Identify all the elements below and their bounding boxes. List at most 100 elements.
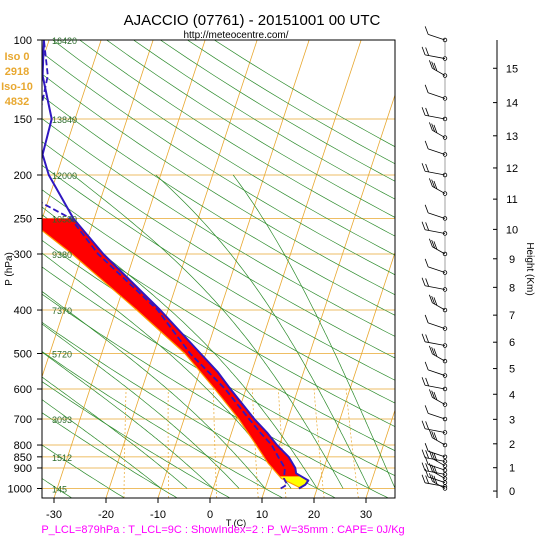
isotherm-line	[418, 40, 540, 498]
pressure-tick-label: 150	[14, 114, 32, 126]
wind-barb-flag	[422, 463, 425, 471]
level-height-label: 5720	[52, 349, 72, 359]
wind-barb	[428, 213, 445, 219]
wind-barb	[428, 413, 445, 419]
wind-barb-flag	[426, 164, 429, 172]
wind-barb	[425, 429, 445, 433]
wind-barb	[425, 230, 445, 234]
wind-dot	[443, 271, 447, 275]
iso0-value: 2918	[5, 66, 29, 78]
wind-barb-flag	[422, 222, 425, 230]
wind-barb-flag	[422, 107, 425, 115]
level-height-label: 145	[52, 484, 67, 494]
level-height-label: 7370	[52, 306, 72, 316]
wind-dot	[443, 487, 447, 491]
wind-barb-flag	[422, 377, 425, 385]
level-height-label: 13840	[52, 115, 77, 125]
wind-barb-flag	[426, 48, 429, 56]
wind-barb-flag	[422, 334, 425, 342]
wind-barb-flag	[422, 47, 425, 55]
height-tick-label: 1	[509, 463, 515, 475]
wind-barb	[428, 34, 445, 40]
pressure-tick-label: 100	[14, 35, 32, 47]
wind-dot	[443, 417, 447, 421]
wind-dot	[443, 468, 447, 472]
info-box: Iso 0 2918 Iso-10 4832	[1, 51, 33, 108]
wind-barb	[425, 385, 445, 389]
wind-dot	[443, 455, 447, 459]
wind-profile	[422, 26, 447, 490]
temperature-tick-label: 0	[207, 509, 213, 521]
wind-barb	[425, 55, 445, 59]
height-tick-label: 5	[509, 364, 515, 376]
wind-barb	[425, 342, 445, 346]
wind-barb-flag	[425, 362, 428, 370]
wind-barb-flag	[425, 315, 428, 323]
y-axis-label: P (hPa)	[4, 252, 15, 286]
pressure-tick-label: 700	[14, 414, 32, 426]
wind-dot	[443, 477, 447, 481]
height-tick-label: 10	[506, 224, 518, 236]
wind-barb-flag	[425, 405, 428, 413]
temperature-tick-label: -20	[98, 509, 114, 521]
height-tick-label: 12	[506, 163, 518, 175]
wind-barb-flag	[426, 378, 429, 386]
wind-barb-flag	[426, 421, 429, 429]
wind-barb	[425, 171, 445, 175]
wind-barb	[425, 483, 445, 487]
footer-text: P_LCL=879hPa : T_LCL=9C : ShowIndex=2 : …	[41, 524, 404, 536]
wind-barb-flag	[425, 259, 428, 267]
wind-barb-flag	[425, 205, 428, 213]
height-tick-label: 11	[506, 194, 517, 206]
pressure-tick-label: 250	[14, 213, 32, 225]
wind-barb	[428, 323, 445, 329]
pressure-tick-label: 900	[14, 463, 32, 475]
height-tick-label: 4	[509, 389, 515, 401]
level-height-label: 16420	[52, 36, 77, 46]
wind-barb-flag	[426, 222, 429, 230]
chart-subtitle: http://meteocentre.com/	[183, 30, 288, 41]
wind-barb	[425, 458, 445, 462]
pressure-tick-label: 300	[14, 249, 32, 261]
wind-barb-flag	[422, 450, 425, 458]
height-tick-label: 13	[506, 131, 518, 143]
height-tick-label: 14	[506, 98, 518, 110]
height-tick-label: 2	[509, 439, 515, 451]
wind-barb	[425, 115, 445, 119]
level-height-label: 12000	[52, 171, 77, 181]
wind-barb-flag	[425, 443, 428, 451]
wind-dot	[443, 464, 447, 468]
height-axis-label: Height (Km)	[524, 242, 535, 295]
wind-barb-flag	[422, 163, 425, 171]
wind-barb	[425, 286, 445, 290]
pressure-tick-label: 200	[14, 170, 32, 182]
height-tick-label: 9	[509, 254, 515, 266]
height-tick-label: 3	[509, 414, 515, 426]
wind-barb	[428, 370, 445, 376]
height-tick-label: 8	[509, 282, 515, 294]
height-tick-label: 0	[509, 486, 515, 498]
iso10-value: 4832	[5, 96, 29, 108]
wind-barb	[428, 267, 445, 273]
temperature-tick-label: 20	[308, 509, 320, 521]
wind-barb	[428, 149, 445, 155]
wind-barb-flag	[425, 26, 428, 34]
pressure-tick-label: 800	[14, 440, 32, 452]
level-height-label: 1512	[52, 453, 72, 463]
height-tick-label: 15	[506, 63, 518, 75]
iso10-label: Iso-10	[1, 81, 33, 93]
wind-barb-flag	[425, 85, 428, 93]
level-height-label: 9380	[52, 250, 72, 260]
background-grid	[0, 40, 540, 498]
temperature-tick-label: 30	[360, 509, 372, 521]
pressure-tick-label: 1000	[8, 483, 32, 495]
wind-barb-flag	[422, 278, 425, 286]
pressure-tick-label: 500	[14, 348, 32, 360]
wind-barb-flag	[422, 421, 425, 429]
temperature-tick-label: -10	[150, 509, 166, 521]
wind-barb-flag	[425, 141, 428, 149]
iso0-label: Iso 0	[4, 51, 29, 63]
